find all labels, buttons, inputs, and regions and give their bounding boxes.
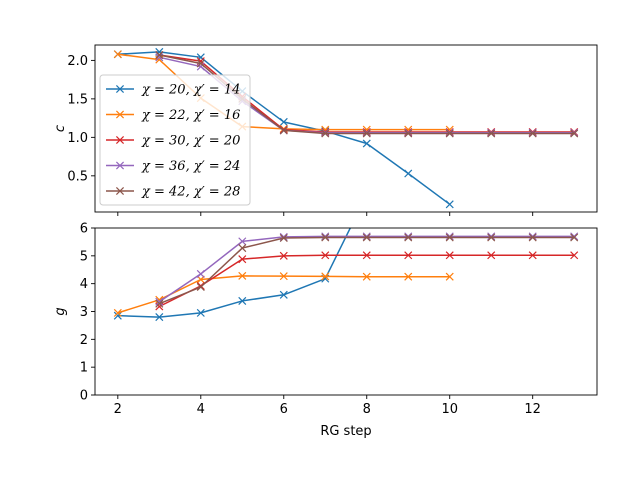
bottom-series-2-point <box>321 272 330 281</box>
bottom-series-5-point <box>238 244 247 253</box>
bottom-series-4-point <box>362 232 371 241</box>
bottom-series-4-point <box>570 232 579 241</box>
bottom-ytick-label: 2 <box>80 333 88 348</box>
bottom-series-3-point <box>279 251 288 260</box>
bottom-xtick-label: 10 <box>441 402 458 417</box>
bottom-series-2-point <box>404 272 413 281</box>
bottom-series-5-point <box>321 233 330 242</box>
legend: χ = 20, χ′ = 14 χ = 22, χ′ = 16 χ = 30, χ′… <box>99 74 251 206</box>
legend-marker-icon <box>115 110 125 119</box>
bottom-xtick-label: 2 <box>114 402 122 417</box>
top-series-1-point <box>196 53 205 62</box>
top-series-1-point <box>445 200 454 209</box>
top-series-5-point <box>487 129 496 138</box>
bottom-ylabel: g <box>53 307 68 315</box>
top-ylabel: c <box>53 125 68 132</box>
bottom-series-4-point <box>404 232 413 241</box>
bottom-ytick-label: 0 <box>80 389 88 404</box>
top-ytick-label: 1.0 <box>67 131 88 146</box>
bottom-xtick-label: 6 <box>280 402 288 417</box>
bottom-series-4-point <box>321 232 330 241</box>
top-ytick-label: 1.5 <box>67 92 88 107</box>
top-series-1-point <box>362 139 371 148</box>
bottom-series-2-point <box>113 308 122 317</box>
legend-entry-label: χ = 36, χ′ = 24 <box>141 159 240 174</box>
bottom-xtick-label: 12 <box>524 402 541 417</box>
top-series-5-point <box>404 129 413 138</box>
top-series-4-point <box>196 62 205 71</box>
bottom-series-4-point <box>238 237 247 246</box>
bottom-series-3-point <box>404 251 413 260</box>
top-series-5-point <box>279 126 288 135</box>
top-series-2-point <box>113 50 122 59</box>
bottom-ytick-label: 6 <box>80 222 88 237</box>
bottom-series-5-point <box>362 233 371 242</box>
top-series-1-point <box>404 169 413 178</box>
bottom-series-5-point <box>279 233 288 243</box>
bottom-series-2-point <box>238 271 247 280</box>
legend-box <box>99 74 251 206</box>
bottom-series-1-point <box>279 290 288 299</box>
bottom-series-4-point <box>155 297 164 306</box>
bottom-xlabel: RG step <box>320 424 371 439</box>
bottom-series-1-point <box>113 311 122 320</box>
top-series-5-point <box>362 129 371 138</box>
bottom-series-2-point <box>279 272 288 281</box>
bottom-series-3-point <box>321 251 330 260</box>
bottom-series-3-point <box>528 251 537 260</box>
legend-marker-icon <box>115 161 125 170</box>
bottom-series-4-point <box>445 232 454 241</box>
legend-marker-icon <box>115 186 125 196</box>
top-series-5-point <box>196 59 205 68</box>
bottom-series-3-point <box>445 251 454 260</box>
bottom-xtick-label: 8 <box>363 402 371 417</box>
top-ytick-label: 2.0 <box>67 54 88 69</box>
top-series-5-point <box>570 129 579 138</box>
bottom-series-3-point <box>570 251 579 260</box>
top-series-5-point <box>445 129 454 138</box>
bottom-ytick-label: 3 <box>80 305 88 320</box>
bottom-series-1-point <box>155 313 164 322</box>
bottom-series-5-point <box>487 233 496 242</box>
bottom-series-1-point <box>238 296 247 305</box>
legend-entry-label: χ = 22, χ′ = 16 <box>141 108 240 123</box>
top-series-1-point <box>279 117 288 126</box>
top-series-5-point <box>155 50 164 60</box>
top-series-5-point <box>528 129 537 138</box>
bottom-series-3-point <box>238 255 247 264</box>
bottom-series-5-point <box>404 233 413 242</box>
bottom-series-5-point <box>196 282 205 292</box>
top-axes-frame <box>94 44 598 213</box>
top-ytick-label: 0.5 <box>67 169 88 184</box>
bottom-series-4-point <box>487 232 496 241</box>
bottom-plot-area <box>113 228 579 322</box>
legend-entry-label: χ = 20, χ′ = 14 <box>141 83 240 98</box>
bottom-ytick-label: 1 <box>80 361 88 376</box>
bottom-xtick-label: 4 <box>197 402 205 417</box>
legend-marker-icon <box>115 84 125 94</box>
bottom-series-5-point <box>528 233 537 242</box>
bottom-series-1-point <box>196 308 205 317</box>
bottom-ytick-label: 5 <box>80 249 88 264</box>
bottom-series-5-point <box>155 299 164 308</box>
bottom-series-3-point <box>487 251 496 260</box>
bottom-ytick-label: 4 <box>80 277 88 292</box>
bottom-series-5-point <box>445 233 454 242</box>
bottom-series-2-point <box>362 272 371 281</box>
bottom-series-2-point <box>445 272 454 281</box>
bottom-series-3-point <box>362 251 371 260</box>
bottom-series-4-point <box>528 232 537 241</box>
legend-marker-icon <box>115 135 125 145</box>
bottom-series-5-point <box>570 233 579 242</box>
legend-entry-label: χ = 30, χ′ = 20 <box>141 134 240 149</box>
bottom-series-4-point <box>196 269 205 278</box>
top-series-5-point <box>321 129 330 138</box>
legend-entry-label: χ = 42, χ′ = 28 <box>141 185 240 200</box>
